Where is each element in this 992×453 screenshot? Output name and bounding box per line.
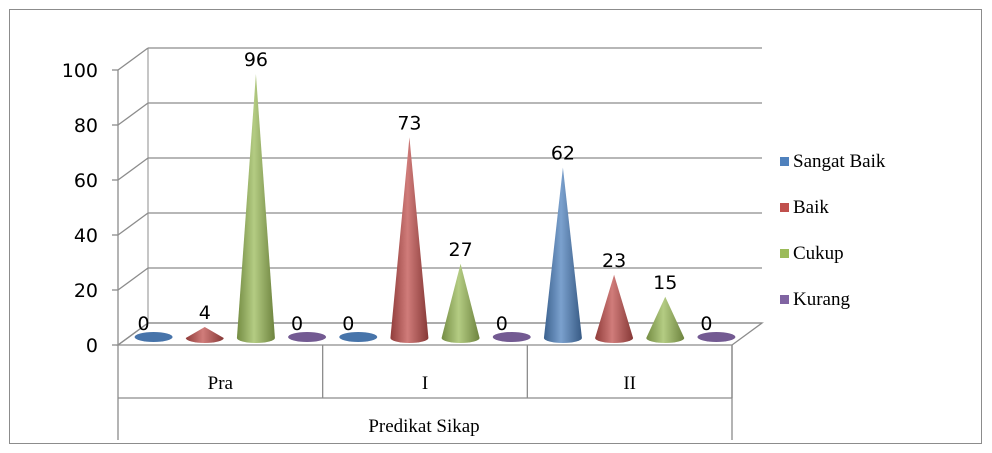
cone-body — [543, 167, 582, 343]
bar-Pra-Baik — [185, 327, 224, 343]
x-tick-label: I — [422, 373, 428, 394]
chart-frame — [9, 9, 982, 444]
data-label: 62 — [551, 143, 575, 165]
legend-item-cukup: Cukup — [780, 243, 844, 264]
data-label: 0 — [138, 313, 150, 335]
y-tick-label: 20 — [74, 280, 98, 302]
chart-walls — [117, 48, 149, 345]
data-label: 4 — [199, 302, 211, 324]
legend-item-kurang: Kurang — [780, 289, 850, 310]
gridline-side — [117, 267, 149, 291]
gridline-80 — [112, 102, 762, 126]
bar-II-Baik — [595, 274, 634, 343]
cone-base — [492, 332, 531, 342]
legend-swatch — [780, 157, 789, 166]
legend: Sangat Baik Baik Cukup Kurang — [780, 151, 886, 310]
bar-I-Cukup — [441, 263, 480, 343]
data-label: 73 — [397, 112, 421, 134]
bar-II-Kurang — [697, 332, 736, 342]
cone-base — [134, 332, 173, 342]
legend-swatch — [780, 203, 789, 212]
legend-item-baik: Baik — [780, 197, 829, 218]
gridline-side — [117, 157, 149, 181]
legend-swatch — [780, 295, 789, 304]
category-axis-grid: Pra I II — [117, 345, 733, 440]
legend-label: Cukup — [793, 243, 844, 264]
data-label: 96 — [244, 49, 268, 71]
y-axis-ticks: 0 20 40 60 80 100 — [62, 60, 98, 357]
cone-base — [288, 332, 327, 342]
data-label: 0 — [700, 313, 712, 335]
cone-body — [185, 327, 224, 343]
legend-label: Sangat Baik — [793, 151, 886, 172]
cone-base — [339, 332, 378, 342]
bar-I-Baik — [390, 137, 429, 343]
legend-label: Baik — [793, 197, 829, 218]
bar-Pra-Sangat Baik — [134, 332, 173, 342]
gridline-60 — [112, 157, 762, 181]
bar-Pra-Kurang — [288, 332, 327, 342]
gridline-side — [117, 212, 149, 236]
data-label: 0 — [496, 313, 508, 335]
bar-II-Sangat Baik — [543, 167, 582, 343]
cone-body — [441, 263, 480, 343]
legend-swatch — [780, 249, 789, 258]
gridline-side — [117, 102, 149, 126]
y-tick-label: 60 — [74, 170, 98, 192]
data-label: 23 — [602, 250, 626, 272]
data-label: 27 — [448, 239, 472, 261]
bars — [134, 74, 736, 343]
bar-II-Cukup — [646, 296, 685, 343]
cone-body — [236, 74, 275, 343]
y-tick-label: 100 — [62, 60, 98, 82]
bar-Pra-Cukup — [236, 74, 275, 343]
data-label: 15 — [653, 272, 677, 294]
y-tick-label: 0 — [86, 335, 98, 357]
bar-I-Kurang — [492, 332, 531, 342]
bar-I-Sangat Baik — [339, 332, 378, 342]
data-labels: 0 4 96 0 0 73 27 0 62 23 15 0 — [138, 49, 713, 335]
data-label: 0 — [342, 313, 354, 335]
cone-body — [595, 274, 634, 343]
x-tick-label: Pra — [208, 373, 234, 394]
legend-item-sangat-baik: Sangat Baik — [780, 151, 886, 172]
gridline-side — [117, 47, 149, 71]
data-label: 0 — [291, 313, 303, 335]
legend-label: Kurang — [793, 289, 850, 310]
cone-body — [390, 137, 429, 343]
cone-body — [646, 296, 685, 343]
x-axis-title: Predikat Sikap — [368, 416, 479, 437]
x-tick-label: II — [623, 373, 636, 394]
y-tick-label: 40 — [74, 225, 98, 247]
cone-base — [697, 332, 736, 342]
gridline-100 — [112, 47, 762, 71]
y-tick-label: 80 — [74, 115, 98, 137]
gridline-40 — [112, 212, 762, 236]
